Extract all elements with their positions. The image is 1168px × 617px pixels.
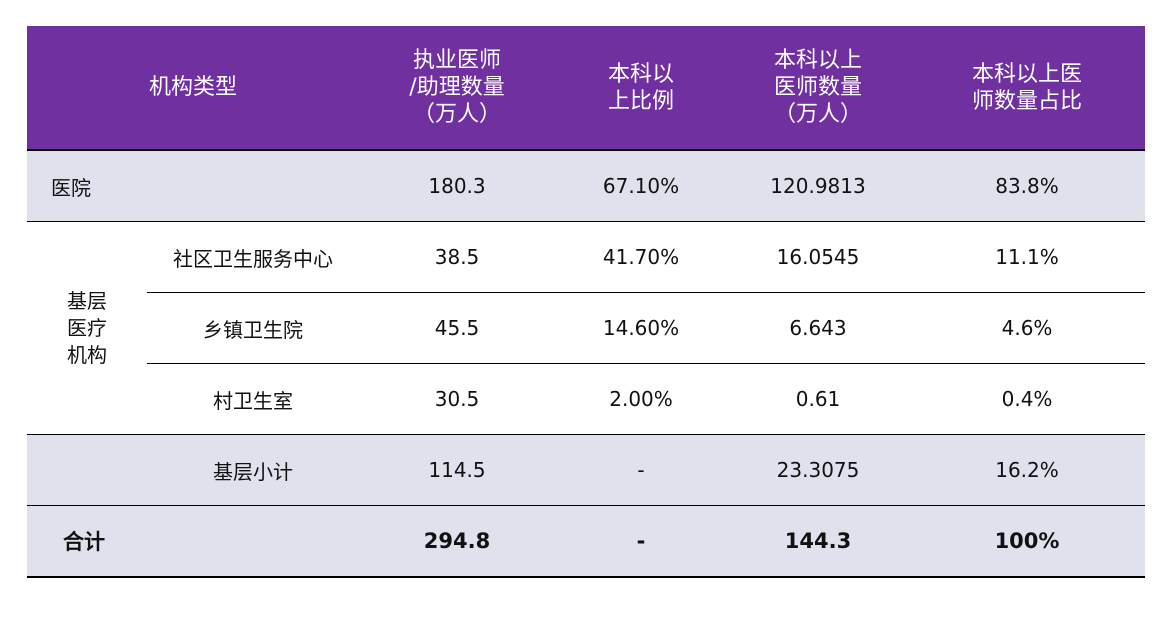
table-row-total: 合计 294.8 - 144.3 100% bbox=[27, 505, 1146, 578]
table-row-township-hospital: 乡镇卫生院 45.5 14.60% 6.643 4.6% bbox=[27, 292, 1146, 364]
header-bachelor-count-line-1: 本科以上 bbox=[774, 48, 863, 73]
cell-count: 120.9813 bbox=[727, 150, 910, 222]
cell-count: 0.61 bbox=[727, 363, 910, 435]
cell-doctors: 38.5 bbox=[359, 221, 556, 293]
table-row-grassroots-subtotal: 基层小计 114.5 - 23.3075 16.2% bbox=[27, 434, 1146, 506]
header-bachelor-ratio: 本科以 上比例 bbox=[555, 26, 728, 151]
grassroots-group-label-line-2: 医疗 bbox=[67, 315, 107, 340]
cell-name: 合计 bbox=[27, 505, 360, 578]
cell-share: 11.1% bbox=[909, 221, 1146, 293]
cell-ratio: 2.00% bbox=[555, 363, 728, 435]
header-bachelor-share-line-1: 本科以上医 bbox=[972, 61, 1083, 87]
cell-name: 社区卫生服务中心 bbox=[147, 221, 360, 293]
table-row-village-clinic: 村卫生室 30.5 2.00% 0.61 0.4% bbox=[27, 363, 1146, 435]
cell-ratio: - bbox=[555, 505, 728, 578]
cell-share: 100% bbox=[909, 505, 1146, 578]
cell-empty bbox=[27, 434, 147, 506]
cell-share: 83.8% bbox=[909, 150, 1146, 222]
doctor-statistics-table-container: 机构类型 执业医师 /助理数量 （万人） 本科以 上比例 本科以上 医师数量 （… bbox=[27, 26, 1146, 578]
cell-count: 6.643 bbox=[727, 292, 910, 364]
header-bachelor-count-line-3: （万人） bbox=[774, 102, 863, 127]
cell-doctors: 45.5 bbox=[359, 292, 556, 364]
header-doctor-count-line-3: （万人） bbox=[413, 102, 502, 127]
grassroots-group-label-line-1: 基层 bbox=[67, 288, 107, 313]
grassroots-group-label: 基层 医疗 机构 bbox=[27, 221, 147, 435]
cell-name: 乡镇卫生院 bbox=[147, 292, 360, 364]
header-row: 机构类型 执业医师 /助理数量 （万人） 本科以 上比例 本科以上 医师数量 （… bbox=[27, 26, 1146, 151]
header-bachelor-share: 本科以上医 师数量占比 bbox=[909, 26, 1146, 151]
cell-count: 16.0545 bbox=[727, 221, 910, 293]
cell-ratio: 67.10% bbox=[555, 150, 728, 222]
cell-ratio: - bbox=[555, 434, 728, 506]
header-institution-type-text: 机构类型 bbox=[149, 75, 238, 100]
doctor-statistics-table: 机构类型 执业医师 /助理数量 （万人） 本科以 上比例 本科以上 医师数量 （… bbox=[27, 26, 1146, 578]
table-row-hospital: 医院 180.3 67.10% 120.9813 83.8% bbox=[27, 150, 1146, 222]
cell-doctors: 294.8 bbox=[359, 505, 556, 578]
table-row-community-center: 基层 医疗 机构 社区卫生服务中心 38.5 41.70% 16.0545 11… bbox=[27, 221, 1146, 435]
header-doctor-count: 执业医师 /助理数量 （万人） bbox=[359, 26, 556, 151]
header-bachelor-ratio-line-1: 本科以 bbox=[608, 61, 675, 87]
cell-name: 村卫生室 bbox=[147, 363, 360, 435]
cell-share: 4.6% bbox=[909, 292, 1146, 364]
cell-count: 23.3075 bbox=[727, 434, 910, 506]
cell-doctors: 114.5 bbox=[359, 434, 556, 506]
header-bachelor-count: 本科以上 医师数量 （万人） bbox=[727, 26, 910, 151]
header-doctor-count-line-1: 执业医师 bbox=[413, 48, 502, 73]
cell-ratio: 41.70% bbox=[555, 221, 728, 293]
header-bachelor-count-line-2: 医师数量 bbox=[774, 75, 863, 100]
grassroots-group-label-line-3: 机构 bbox=[67, 342, 107, 367]
cell-doctors: 30.5 bbox=[359, 363, 556, 435]
cell-count: 144.3 bbox=[727, 505, 910, 578]
header-institution-type: 机构类型 bbox=[27, 26, 360, 151]
cell-doctors: 180.3 bbox=[359, 150, 556, 222]
header-bachelor-share-line-2: 师数量占比 bbox=[972, 88, 1083, 114]
cell-name: 基层小计 bbox=[147, 434, 360, 506]
cell-name: 医院 bbox=[27, 150, 360, 222]
cell-ratio: 14.60% bbox=[555, 292, 728, 364]
cell-share: 16.2% bbox=[909, 434, 1146, 506]
header-bachelor-ratio-line-2: 上比例 bbox=[608, 88, 675, 114]
cell-share: 0.4% bbox=[909, 363, 1146, 435]
header-doctor-count-line-2: /助理数量 bbox=[409, 75, 505, 100]
